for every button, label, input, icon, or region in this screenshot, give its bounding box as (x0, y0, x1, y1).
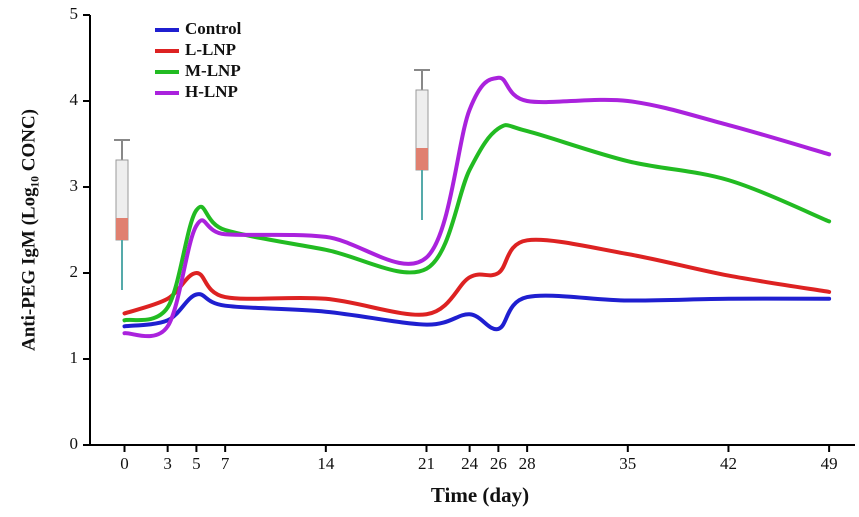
x-tick-label: 26 (490, 454, 507, 473)
legend-label: Control (185, 19, 242, 38)
x-tick-label: 28 (519, 454, 536, 473)
x-tick-label: 7 (221, 454, 230, 473)
legend-label: H-LNP (185, 82, 238, 101)
legend-label: L-LNP (185, 40, 236, 59)
y-tick-label: 5 (70, 4, 79, 23)
y-tick-label: 4 (70, 90, 79, 109)
y-tick-label: 0 (70, 434, 79, 453)
x-tick-label: 49 (821, 454, 838, 473)
x-tick-label: 14 (317, 454, 335, 473)
legend-label: M-LNP (185, 61, 241, 80)
syringe (114, 139, 130, 290)
series-line (122, 123, 832, 323)
y-tick-label: 1 (70, 348, 79, 367)
series-line (122, 237, 832, 317)
y-axis-title: Anti-PEG IgM (Log₁₀ CONC) (18, 109, 39, 351)
x-axis-title: Time (day) (431, 483, 529, 507)
x-tick-label: 21 (418, 454, 435, 473)
x-tick-label: 0 (120, 454, 129, 473)
x-tick-label: 35 (619, 454, 636, 473)
y-tick-label: 3 (70, 176, 79, 195)
x-tick-label: 5 (192, 454, 201, 473)
x-tick-label: 42 (720, 454, 737, 473)
x-tick-label: 3 (163, 454, 172, 473)
series-line (122, 75, 832, 339)
x-tick-label: 24 (461, 454, 479, 473)
series-line (122, 292, 832, 332)
syringe (414, 69, 430, 220)
y-tick-label: 2 (70, 262, 79, 281)
